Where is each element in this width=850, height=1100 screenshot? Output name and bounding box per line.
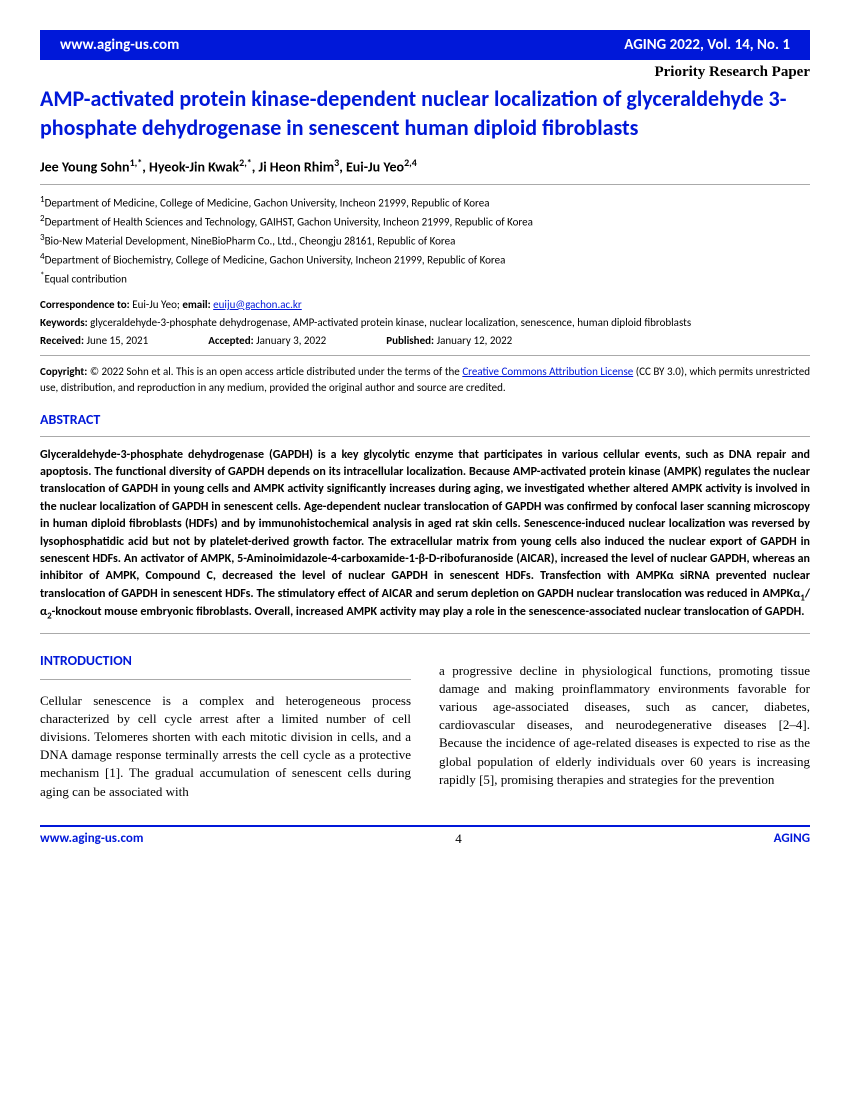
copyright-block: Copyright: © 2022 Sohn et al. This is an… xyxy=(40,364,810,397)
paper-type-label: Priority Research Paper xyxy=(40,64,810,81)
copyright-text-before: © 2022 Sohn et al. This is an open acces… xyxy=(90,365,463,378)
email-label: email: xyxy=(182,298,210,311)
received-label: Received: xyxy=(40,334,84,347)
intro-text-col2: a progressive decline in physiological f… xyxy=(439,662,810,789)
intro-text-col1: Cellular senescence is a complex and het… xyxy=(40,692,411,801)
body-columns: INTRODUCTION Cellular senescence is a co… xyxy=(40,644,810,801)
published-block: Published: January 12, 2022 xyxy=(386,334,512,347)
dates-line: Received: June 15, 2021 Accepted: Januar… xyxy=(40,334,810,347)
abstract-heading: ABSTRACT xyxy=(40,411,810,428)
received-block: Received: June 15, 2021 xyxy=(40,334,148,347)
published-date: January 12, 2022 xyxy=(437,334,513,347)
journal-header-bar: www.aging-us.com AGING 2022, Vol. 14, No… xyxy=(40,30,810,60)
correspondence-email[interactable]: euiju@gachon.ac.kr xyxy=(213,298,302,311)
affiliations-block: 1Department of Medicine, College of Medi… xyxy=(40,193,810,289)
keywords-text: glyceraldehyde-3-phosphate dehydrogenase… xyxy=(90,316,691,329)
correspondence-line: Correspondence to: Eui-Ju Yeo; email: eu… xyxy=(40,297,810,314)
abstract-box: Glyceraldehyde-3-phosphate dehydrogenase… xyxy=(40,436,810,634)
footer-url: www.aging-us.com xyxy=(40,831,143,846)
journal-issue: AGING 2022, Vol. 14, No. 1 xyxy=(624,36,790,54)
divider-top xyxy=(40,184,810,185)
page-footer: www.aging-us.com 4 AGING xyxy=(40,825,810,847)
accepted-label: Accepted: xyxy=(208,334,253,347)
intro-divider xyxy=(40,679,411,680)
column-left: INTRODUCTION Cellular senescence is a co… xyxy=(40,644,411,801)
received-date: June 15, 2021 xyxy=(87,334,149,347)
accepted-date: January 3, 2022 xyxy=(256,334,326,347)
divider-mid xyxy=(40,355,810,356)
footer-journal: AGING xyxy=(774,831,810,846)
abstract-text: Glyceraldehyde-3-phosphate dehydrogenase… xyxy=(40,447,810,623)
keywords-line: Keywords: glyceraldehyde-3-phosphate deh… xyxy=(40,315,810,332)
correspondence-label: Correspondence to: xyxy=(40,298,130,311)
article-title: AMP-activated protein kinase-dependent n… xyxy=(40,85,810,142)
correspondence-name: Eui-Ju Yeo; xyxy=(132,298,180,311)
license-link[interactable]: Creative Commons Attribution License xyxy=(462,365,633,378)
copyright-label: Copyright: xyxy=(40,365,87,378)
journal-url: www.aging-us.com xyxy=(60,36,179,54)
published-label: Published: xyxy=(386,334,434,347)
author-list: Jee Young Sohn1,*, Hyeok-Jin Kwak2,*, Ji… xyxy=(40,156,810,176)
keywords-label: Keywords: xyxy=(40,316,88,329)
introduction-heading: INTRODUCTION xyxy=(40,644,411,669)
accepted-block: Accepted: January 3, 2022 xyxy=(208,334,326,347)
column-right: a progressive decline in physiological f… xyxy=(439,644,810,801)
page-number: 4 xyxy=(455,831,462,847)
